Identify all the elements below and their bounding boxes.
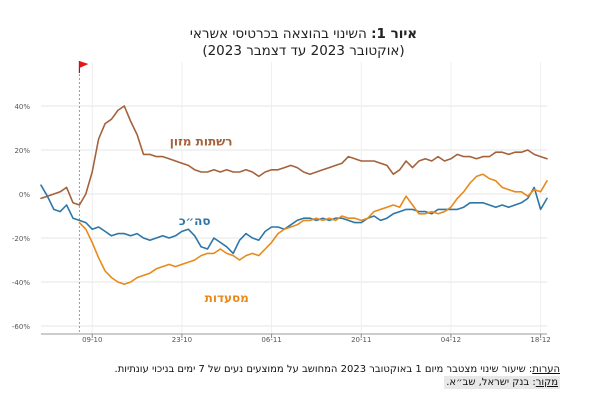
notes-label: הערות xyxy=(532,364,560,375)
x-tick-label: 18-12 xyxy=(530,336,550,344)
series-line-1 xyxy=(40,105,548,206)
x-tick-label: 23-10 xyxy=(172,336,192,344)
notes-row: הערות: שיעור שינוי מצטבר מיום 1 באוקטובר… xyxy=(0,363,560,376)
series-label-2: סה״כ xyxy=(179,214,211,228)
series-line-3 xyxy=(78,173,548,285)
flag-icon xyxy=(79,61,89,68)
source-row: מקור: בנק ישראל, שב״א. xyxy=(444,376,560,389)
y-tick-label: -40% xyxy=(12,279,30,287)
title-rest: השינוי בהוצאה בכרטיסי אשראי xyxy=(189,26,372,42)
y-tick-label: 40% xyxy=(14,103,30,111)
chart-subtitle: (אוקטובר 2023 עד דצמבר 2023) xyxy=(202,43,405,59)
x-tick-label: 09-10 xyxy=(82,336,102,344)
y-tick-label: 20% xyxy=(14,147,30,155)
source-text: : בנק ישראל, שב״א. xyxy=(446,377,536,388)
title-lead: איור 1: xyxy=(371,26,418,42)
chart-footer: הערות: שיעור שינוי מצטבר מיום 1 באוקטובר… xyxy=(0,363,560,389)
source-label: מקור xyxy=(535,377,558,388)
chart-title: איור 1: השינוי בהוצאה בכרטיסי אשראי (אוק… xyxy=(0,26,607,60)
y-tick-label: -20% xyxy=(12,235,30,243)
series-label-1: רשתות מזון xyxy=(170,135,233,149)
y-tick-label: -60% xyxy=(12,323,30,331)
y-tick-label: 0% xyxy=(19,191,30,199)
series-label-3: מסעדות xyxy=(205,291,249,305)
series-line-2 xyxy=(40,184,548,255)
x-tick-label: 20-11 xyxy=(351,336,371,344)
notes-text: : שיעור שינוי מצטבר מיום 1 באוקטובר 2023… xyxy=(114,364,533,375)
x-tick-label: 06-11 xyxy=(261,336,281,344)
x-tick-label: 04-12 xyxy=(441,336,461,344)
